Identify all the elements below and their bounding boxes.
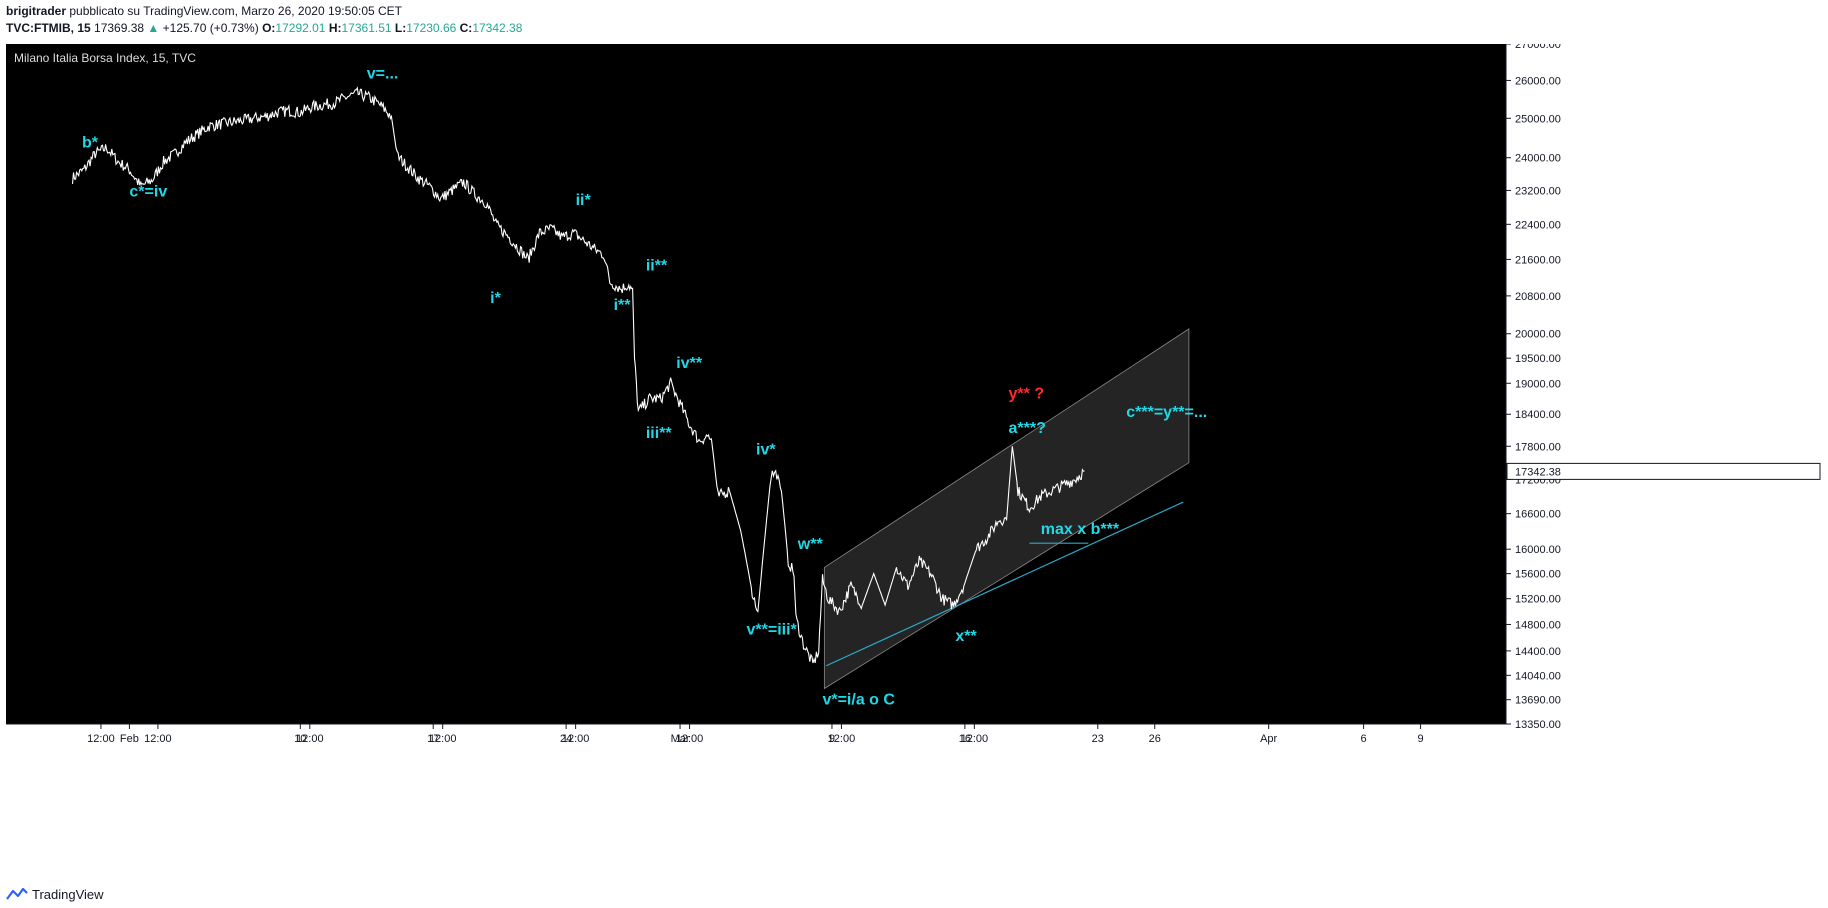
time-tick-label: 10 <box>294 733 306 745</box>
time-tick-label: Feb <box>120 733 139 745</box>
time-tick-label: 16 <box>959 733 971 745</box>
trendline <box>826 501 1184 667</box>
time-tick-label: 24 <box>560 733 572 745</box>
price-tick-label: 16600.00 <box>1515 509 1561 521</box>
time-tick-label: 12:00 <box>144 733 172 745</box>
time-tick-label: 23 <box>1092 733 1104 745</box>
wave-label: ii* <box>576 192 592 209</box>
wave-label: w** <box>797 536 824 553</box>
ohlc-line: TVC:FTMIB, 15 17369.38 ▲ +125.70 (+0.73%… <box>6 21 522 35</box>
up-arrow-icon: ▲ <box>147 21 160 35</box>
price-tick-label: 21600.00 <box>1515 254 1561 266</box>
wave-label: ii** <box>646 258 668 275</box>
time-tick-label: 6 <box>1361 733 1367 745</box>
brand-name[interactable]: TradingView <box>32 886 104 902</box>
time-tick-label: 12:00 <box>828 733 856 745</box>
price-tick-label: 19500.00 <box>1515 353 1561 365</box>
wave-label: v*=i/a o C <box>822 692 895 709</box>
wave-label: v**=iii* <box>747 621 798 638</box>
price-tick-label: 15200.00 <box>1515 594 1561 606</box>
open-label: O: <box>262 21 276 35</box>
price-tick-label: 19000.00 <box>1515 378 1561 390</box>
wave-label: i** <box>614 297 632 314</box>
price-channel <box>823 328 1190 690</box>
price-tick-label: 25000.00 <box>1515 113 1561 125</box>
price-tick-label: 20000.00 <box>1515 329 1561 341</box>
price-tick-label: 26000.00 <box>1515 75 1561 87</box>
time-tick-label: 9 <box>829 733 835 745</box>
price-tick-label: 14040.00 <box>1515 670 1561 682</box>
wave-label: c***=y**=... <box>1126 404 1207 421</box>
low-label: L: <box>394 21 407 35</box>
price-tick-label: 14800.00 <box>1515 619 1561 631</box>
wave-label: a***? <box>1009 420 1046 437</box>
time-tick-label: Mar <box>671 733 690 745</box>
chart-area[interactable]: Milano Italia Borsa Index, 15, TVC 27000.… <box>6 44 1822 880</box>
price-tick-label: 18400.00 <box>1515 409 1561 421</box>
close-value: 17342.38 <box>472 21 523 35</box>
time-tick-label: 12:00 <box>961 733 989 745</box>
wave-label: b* <box>82 135 99 152</box>
price-tick-label: 24000.00 <box>1515 153 1561 165</box>
last-price: 17369.38 <box>94 21 145 35</box>
price-tick-label: 13350.00 <box>1515 719 1561 731</box>
wave-label: y** ? <box>1009 386 1045 403</box>
high-value: 17361.51 <box>341 21 392 35</box>
open-value: 17292.01 <box>275 21 326 35</box>
wave-label: i* <box>490 290 501 307</box>
time-tick-label: 12:00 <box>429 733 457 745</box>
symbol-label: TVC:FTMIB, 15 <box>6 21 91 35</box>
published-text: pubblicato su TradingView.com, Marzo 26,… <box>69 4 403 18</box>
low-value: 17230.66 <box>406 21 457 35</box>
wave-label: iv* <box>756 441 776 458</box>
close-label: C: <box>459 21 473 35</box>
price-tick-label: 14400.00 <box>1515 646 1561 658</box>
high-label: H: <box>328 21 342 35</box>
price-change: +125.70 (+0.73%) <box>162 21 259 35</box>
price-tick-label: 20800.00 <box>1515 291 1561 303</box>
price-tick-label: 17800.00 <box>1515 441 1561 453</box>
author-name[interactable]: brigitrader <box>6 4 67 18</box>
price-tick-label: 13690.00 <box>1515 695 1561 707</box>
price-tick-label: 15600.00 <box>1515 569 1561 581</box>
plot-background <box>6 44 1506 724</box>
tradingview-footer: TradingView <box>6 884 104 904</box>
time-tick-label: 17 <box>427 733 439 745</box>
wave-label: max x b*** <box>1041 521 1120 538</box>
time-tick-label: 12:00 <box>87 733 115 745</box>
time-tick-label: 12:00 <box>676 733 704 745</box>
price-series-line <box>71 86 1085 664</box>
time-tick-label: Apr <box>1260 733 1277 745</box>
wave-label: x** <box>955 628 977 645</box>
price-axis-background <box>1506 44 1822 724</box>
price-marker-label: 17342.38 <box>1515 466 1561 478</box>
time-axis-background <box>6 724 1822 880</box>
wave-label: iv** <box>676 355 703 372</box>
time-tick-label: 9 <box>1417 733 1423 745</box>
publish-line: brigitrader pubblicato su TradingView.co… <box>6 4 402 18</box>
time-tick-label: 12:00 <box>296 733 324 745</box>
wave-label: v=... <box>367 66 399 83</box>
wave-label: iii** <box>646 425 673 442</box>
time-tick-label: 26 <box>1149 733 1161 745</box>
price-marker-box <box>1506 462 1821 480</box>
price-tick-label: 23200.00 <box>1515 185 1561 197</box>
time-tick-label: 12:00 <box>562 733 590 745</box>
price-tick-label: 16000.00 <box>1515 544 1561 556</box>
price-chart[interactable]: Milano Italia Borsa Index, 15, TVC 27000.… <box>6 44 1822 880</box>
tradingview-logo-icon <box>6 887 28 900</box>
price-tick-label: 22400.00 <box>1515 219 1561 231</box>
price-tick-label: 27000.00 <box>1515 44 1561 51</box>
wave-label: c*=iv <box>129 184 167 201</box>
chart-title: Milano Italia Borsa Index, 15, TVC <box>14 51 196 65</box>
